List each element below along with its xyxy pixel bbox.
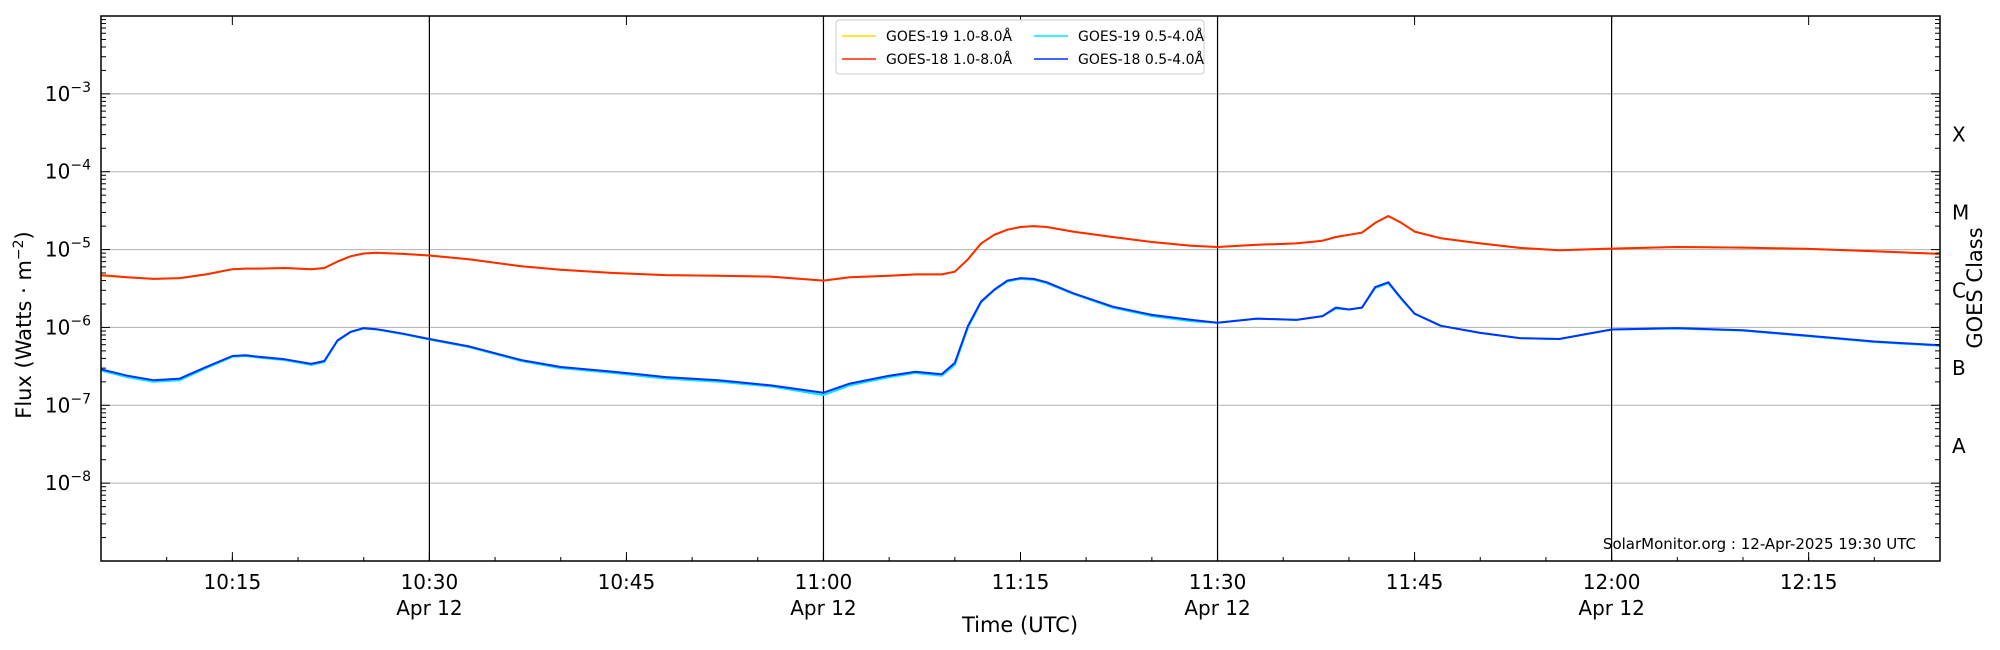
x-tick-label: 11:15: [992, 570, 1050, 594]
x-axis-label: Time (UTC): [961, 613, 1078, 637]
y-tick-exponent: −4: [70, 158, 91, 174]
x-tick-date-label: Apr 12: [1184, 596, 1250, 620]
y-tick-label: 10−8: [45, 469, 91, 495]
y-tick-label: 10−4: [45, 158, 91, 184]
y-tick-label: 10−5: [45, 236, 91, 262]
x-tick-label: 11:45: [1386, 570, 1444, 594]
legend-label: GOES-19 0.5-4.0Å: [1078, 28, 1204, 45]
goes-class-labels: A B C M X: [1952, 123, 1969, 458]
goes-class-label: C: [1952, 278, 1966, 302]
x-tick-label: 10:30: [401, 570, 459, 594]
y-axis-label-exponent: −2: [11, 239, 27, 260]
right-axis-label: GOES Class: [1963, 227, 1987, 348]
series-line: [100, 215, 1941, 282]
y-tick-exponent: −7: [70, 391, 91, 407]
y-axis-label-main: Flux (Watts · m: [12, 260, 36, 419]
y-tick-base: 10: [45, 82, 70, 106]
x-tick-label: 12:00: [1583, 570, 1641, 594]
legend: GOES-19 1.0-8.0Å GOES-18 1.0-8.0Å GOES-19 …: [835, 19, 1205, 75]
x-tick-label: 10:45: [598, 570, 656, 594]
y-tick-label: 10−7: [45, 391, 91, 417]
legend-box: [835, 19, 1205, 75]
legend-label: GOES-18 0.5-4.0Å: [1078, 51, 1204, 68]
axes: [100, 15, 1941, 562]
x-tick-label: 11:00: [795, 570, 853, 594]
series-line: [100, 277, 1941, 394]
y-ticks: 10−810−710−610−510−410−3: [45, 80, 91, 495]
y-tick-base: 10: [45, 238, 70, 262]
y-axis-label: Flux (Watts · m−2): [11, 231, 36, 419]
legend-label: GOES-18 1.0-8.0Å: [886, 51, 1012, 68]
y-tick-exponent: −5: [70, 236, 91, 252]
y-tick-base: 10: [45, 160, 70, 184]
y-tick-base: 10: [45, 393, 70, 417]
date-boundary-lines: [428, 16, 1613, 561]
legend-label: GOES-19 1.0-8.0Å: [886, 28, 1012, 45]
y-axis-label-close: ): [12, 231, 36, 239]
y-tick-label: 10−6: [45, 313, 91, 339]
plot-frame: [100, 15, 1941, 562]
x-tick-date-label: Apr 12: [396, 596, 462, 620]
y-tick-exponent: −6: [70, 313, 91, 329]
grid-lines: [101, 93, 1940, 484]
flux-series: [100, 215, 1941, 397]
x-tick-label: 10:15: [204, 570, 262, 594]
goes-class-label: X: [1952, 123, 1966, 147]
y-tick-label: 10−3: [45, 80, 91, 106]
x-tick-label: 12:15: [1780, 570, 1838, 594]
credit-text: SolarMonitor.org : 12-Apr-2025 19:30 UTC: [1603, 535, 1916, 553]
x-tick-date-label: Apr 12: [790, 596, 856, 620]
goes-class-label: M: [1952, 200, 1969, 224]
series-line: [100, 277, 1941, 397]
y-tick-base: 10: [45, 315, 70, 339]
goes-class-label: B: [1952, 356, 1966, 380]
y-tick-exponent: −8: [70, 469, 91, 485]
x-tick-date-label: Apr 12: [1578, 596, 1644, 620]
y-tick-exponent: −3: [70, 80, 91, 96]
goes-class-label: A: [1952, 434, 1966, 458]
y-tick-base: 10: [45, 471, 70, 495]
x-tick-label: 11:30: [1189, 570, 1247, 594]
